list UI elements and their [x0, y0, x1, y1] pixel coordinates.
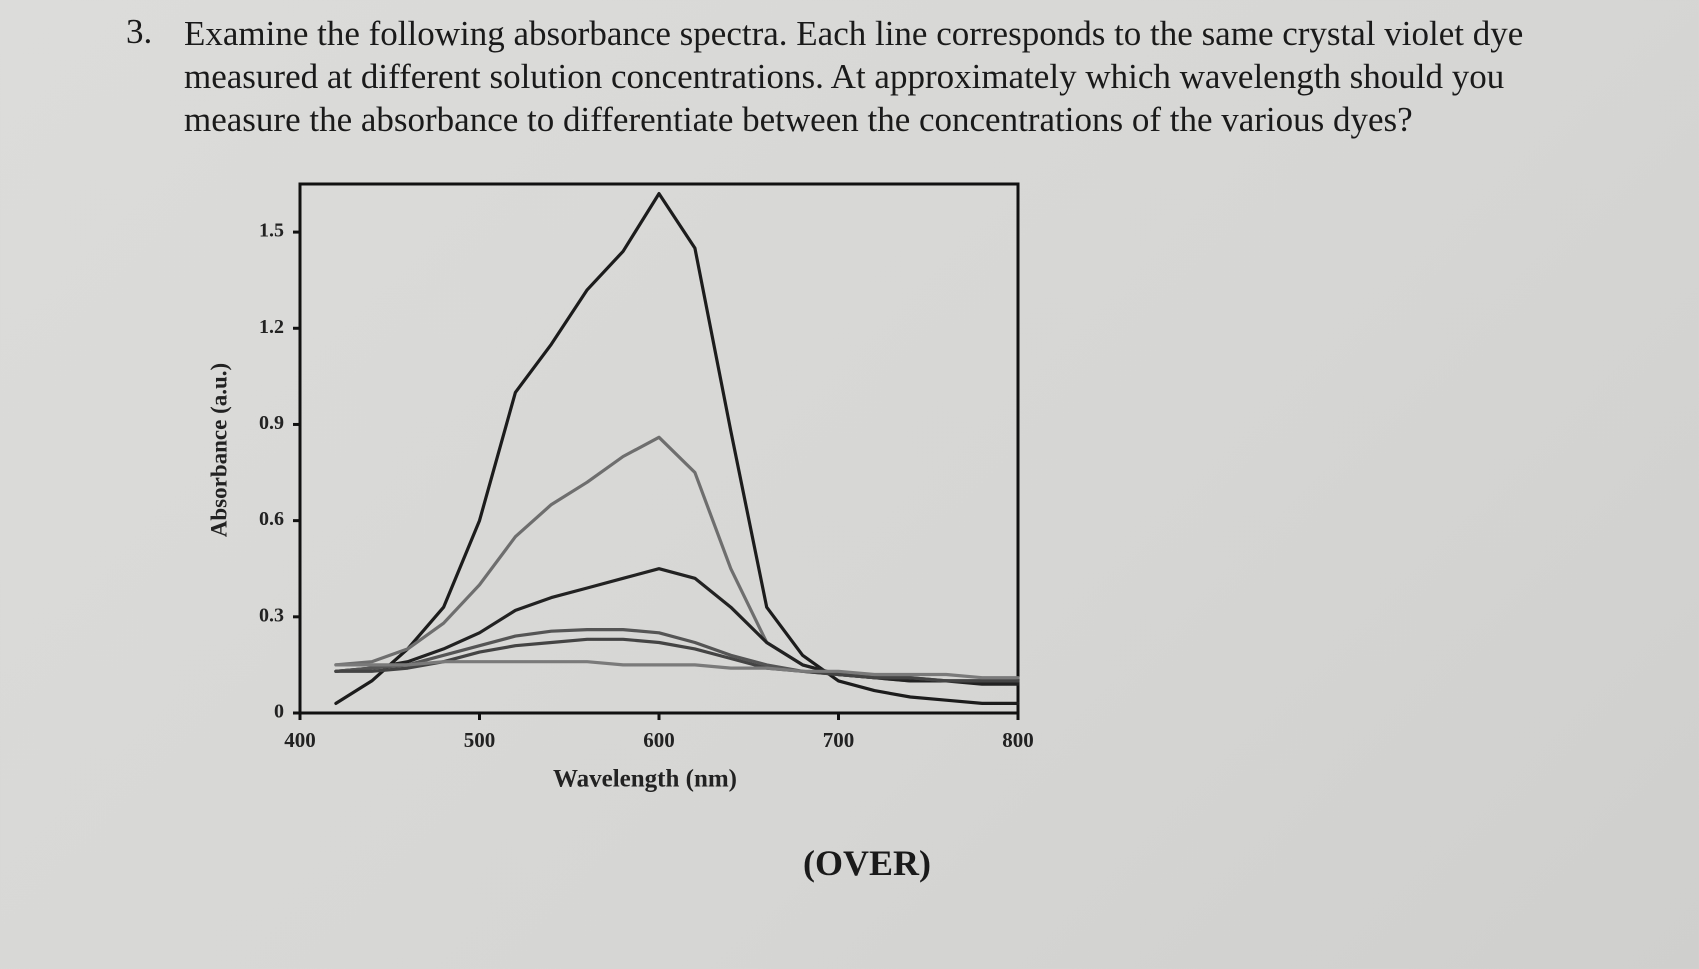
y-tick-label: 0.6 — [259, 508, 284, 530]
y-tick-label: 0.9 — [259, 412, 284, 434]
question-number: 3. — [126, 12, 153, 51]
x-tick-label: 600 — [643, 728, 675, 752]
question-text: Examine the following absorbance spectra… — [184, 14, 1524, 139]
spectrum-line — [334, 567, 1020, 686]
spectrum-line — [334, 660, 1020, 680]
x-tick-label: 500 — [464, 728, 496, 752]
spectrum-line — [334, 192, 1020, 705]
spectrum-line — [334, 637, 1020, 683]
x-tick-label: 700 — [823, 728, 855, 752]
y-tick-label: 1.5 — [259, 220, 284, 242]
x-tick-label: 800 — [1002, 728, 1034, 752]
x-axis-label: Wavelength (nm) — [553, 766, 737, 793]
y-tick-label: 0.3 — [259, 604, 284, 626]
y-axis-label: Absorbance (a.u.) — [206, 363, 231, 537]
x-tick-label: 400 — [284, 728, 316, 752]
y-tick-label: 0 — [274, 701, 284, 723]
y-tick-label: 1.2 — [259, 316, 284, 338]
footer: (OVER) — [803, 843, 931, 883]
